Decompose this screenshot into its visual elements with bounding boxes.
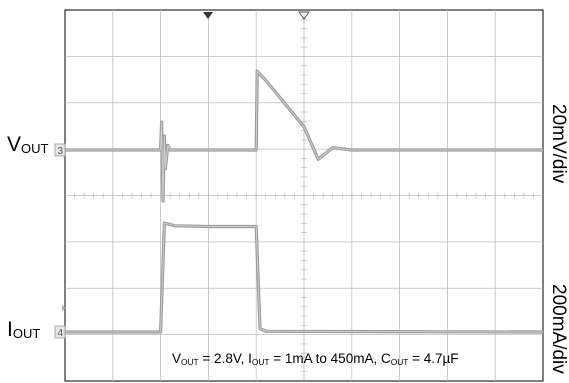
vout-channel-label: VOUT xyxy=(7,133,49,157)
ground-markers: 34 xyxy=(54,143,66,339)
ground-marker-2: 4 xyxy=(58,328,64,339)
traces xyxy=(65,69,544,334)
iout-channel-label: IOUT xyxy=(7,318,41,342)
trigger-level-marker xyxy=(62,305,66,311)
grid xyxy=(65,10,543,381)
ground-marker-box xyxy=(54,143,66,157)
vout-scale-label: 20mV/div xyxy=(548,104,569,184)
center-marker xyxy=(298,11,310,20)
iout-trace-highlight xyxy=(65,222,544,333)
trigger-markers xyxy=(203,11,310,20)
iout-scale-label: 200mA/div xyxy=(548,284,569,374)
test-conditions: VOUT = 2.8V, IOUT = 1mA to 450mA, COUT =… xyxy=(172,351,459,367)
vout-trace-highlight xyxy=(65,70,543,202)
ground-marker-box xyxy=(54,325,66,339)
trigger-position-marker xyxy=(203,12,213,19)
ground-marker-1: 3 xyxy=(58,146,64,157)
